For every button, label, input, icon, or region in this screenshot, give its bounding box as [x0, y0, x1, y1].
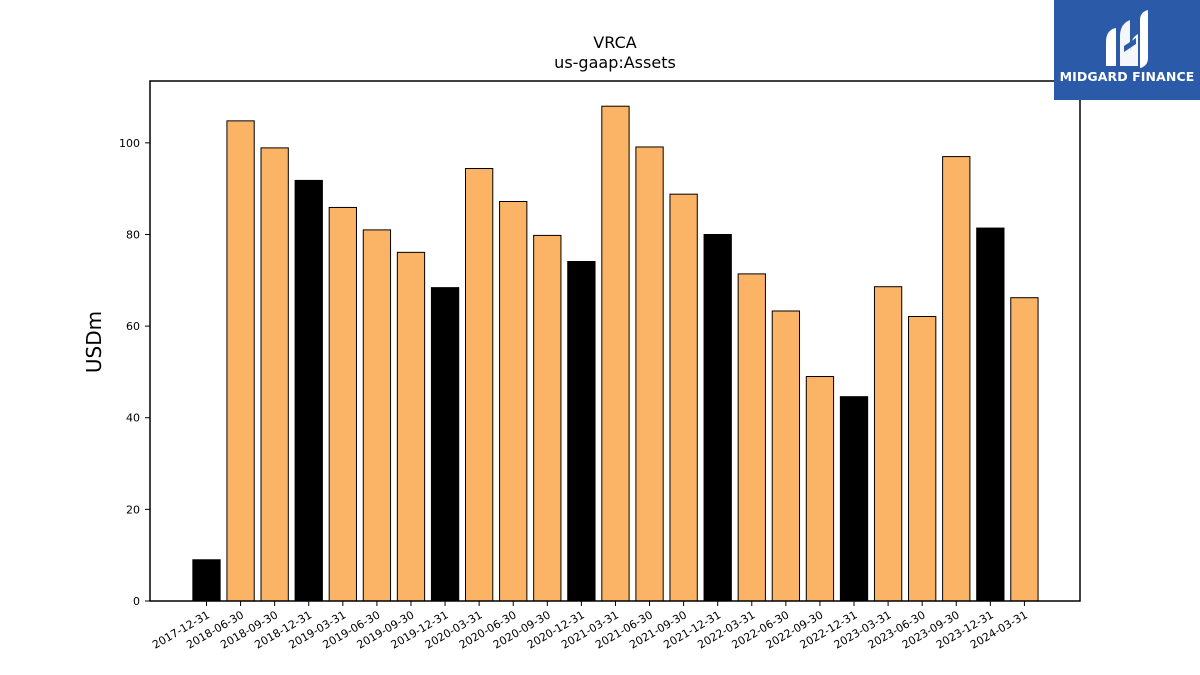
bar-2022-03-31 — [737, 273, 766, 602]
bar-2017-12-31 — [192, 559, 221, 602]
bar-2022-06-30 — [771, 310, 801, 602]
bar-2020-03-31 — [464, 168, 494, 602]
y-tick-label: 80 — [126, 228, 140, 241]
bar-2022-12-31 — [839, 396, 869, 602]
bar-2023-06-30 — [908, 315, 937, 602]
bar-2020-12-31 — [567, 261, 596, 602]
y-axis-ticks: 0 20 40 60 80 100 — [119, 137, 150, 608]
bar-2018-09-30 — [260, 147, 289, 602]
bar-2019-09-30 — [396, 251, 426, 602]
bar-2018-06-30 — [226, 120, 255, 602]
bar-2023-09-30 — [942, 156, 971, 602]
bar-2023-12-31 — [976, 227, 1005, 602]
y-tick-label: 100 — [119, 137, 140, 150]
bar-2023-03-31 — [873, 286, 903, 602]
bar-2022-09-30 — [805, 376, 835, 602]
bar-2019-12-31 — [430, 287, 460, 602]
bar-2021-09-30 — [669, 193, 698, 602]
bar-2021-03-31 — [601, 105, 630, 602]
y-axis-label: USDm — [82, 311, 106, 373]
y-tick-label: 0 — [133, 595, 140, 608]
bar-2021-12-31 — [703, 233, 732, 602]
bar-2019-06-30 — [362, 229, 392, 602]
chart-subtitle: us-gaap:Assets — [554, 53, 676, 72]
x-axis-ticks: 2017-12-312018-06-302018-09-302018-12-31… — [150, 601, 1030, 652]
bar-2019-03-31 — [328, 206, 357, 602]
bar-2020-06-30 — [499, 200, 528, 602]
bar-2021-06-30 — [635, 146, 664, 602]
brand-logo: MIDGARD FINANCE — [1054, 0, 1200, 100]
brand-name: MIDGARD FINANCE — [1059, 69, 1195, 84]
bars-group — [192, 105, 1039, 602]
bar-2020-09-30 — [533, 234, 562, 602]
bar-2024-03-31 — [1010, 297, 1039, 602]
chart-title: VRCA — [593, 33, 636, 52]
y-tick-label: 40 — [126, 412, 140, 425]
midgard-logo-mark-icon — [1106, 10, 1148, 68]
y-tick-label: 60 — [126, 320, 140, 333]
plot-area-frame — [149, 80, 1081, 602]
y-tick-label: 20 — [126, 503, 140, 516]
bar-2018-12-31 — [294, 179, 323, 602]
